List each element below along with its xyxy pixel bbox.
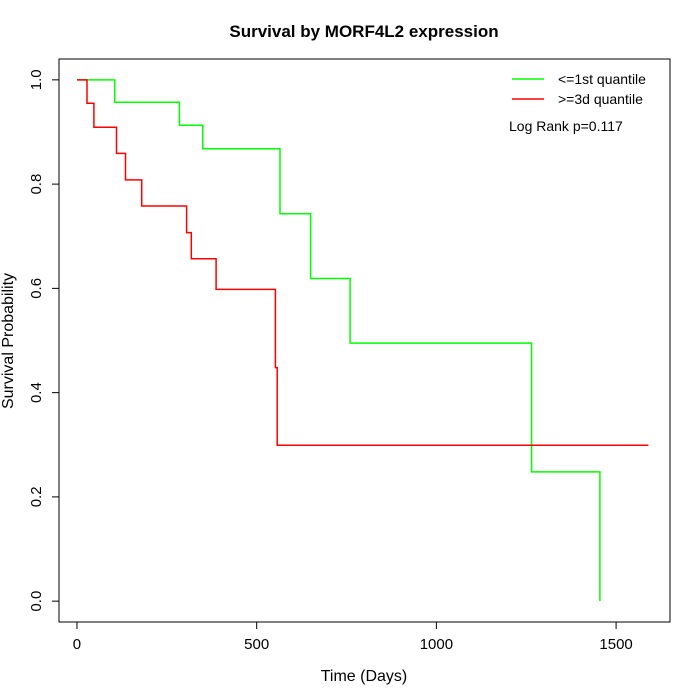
- plot-frame: [58, 58, 671, 623]
- x-axis: 0 500 1000 1500: [73, 621, 633, 653]
- x-axis-label: Time (Days): [321, 668, 408, 685]
- y-axis: 0.0 0.2 0.4 0.6 0.8 1.0: [28, 69, 60, 612]
- x-tick-label: 500: [244, 636, 269, 653]
- legend: <=1st quantile >=3d quantile: [512, 71, 646, 107]
- y-tick-label: 1.0: [28, 69, 45, 90]
- y-tick-label: 0.6: [28, 278, 45, 299]
- y-tick-label: 0.0: [28, 591, 45, 612]
- x-tick-label: 1500: [599, 636, 632, 653]
- x-tick-label: 0: [73, 636, 81, 653]
- series-line-0: [77, 79, 601, 602]
- legend-label-low: <=1st quantile: [558, 71, 646, 87]
- y-tick-label: 0.2: [28, 486, 45, 507]
- y-tick-label: 0.8: [28, 174, 45, 195]
- log-rank-annotation: Log Rank p=0.117: [509, 118, 623, 134]
- series-layer: [77, 79, 649, 602]
- y-axis-label: Survival Probability: [0, 273, 17, 409]
- x-tick-label: 1000: [420, 636, 453, 653]
- legend-label-high: >=3d quantile: [558, 91, 643, 107]
- series-line-1: [77, 79, 649, 447]
- chart-title: Survival by MORF4L2 expression: [229, 22, 498, 41]
- y-tick-label: 0.4: [28, 382, 45, 403]
